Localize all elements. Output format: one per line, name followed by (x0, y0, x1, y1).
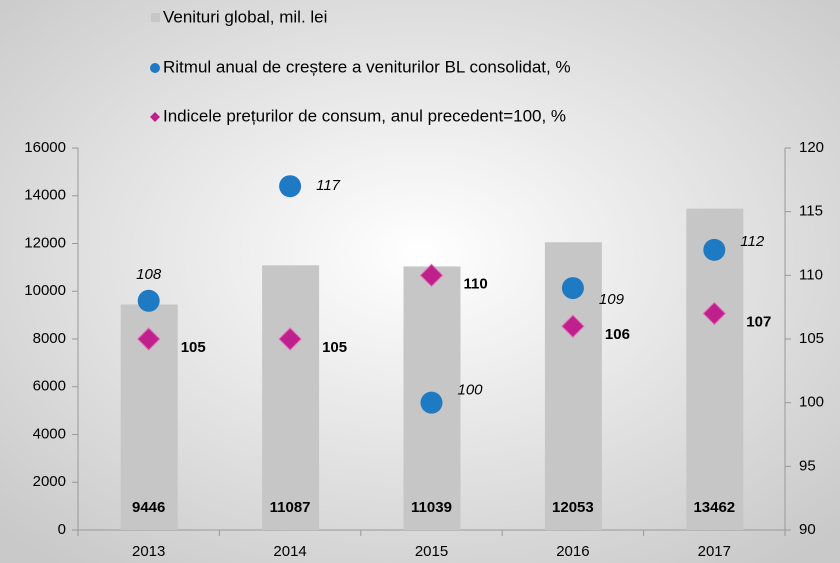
cpi-marker (702, 301, 727, 326)
y-tick-label: 2000 (33, 473, 66, 490)
legend-swatch (151, 13, 160, 22)
legend-swatch (150, 112, 160, 122)
cpi-marker (419, 263, 444, 288)
growth-marker (137, 289, 160, 312)
y2-tick-label: 120 (799, 139, 824, 156)
x-tick-label: 2016 (556, 543, 589, 560)
cpi-label: 105 (322, 339, 347, 356)
bar (686, 208, 744, 530)
cpi-label: 110 (464, 275, 488, 292)
legend-label: Ritmul anual de creștere a veniturilor B… (163, 57, 571, 76)
growth-label: 100 (458, 382, 484, 399)
y2-tick-label: 90 (799, 521, 816, 538)
growth-marker (420, 391, 443, 414)
legend-swatch (150, 63, 160, 73)
x-tick-label: 2017 (698, 543, 731, 560)
y2-tick-label: 95 (799, 457, 816, 474)
bar-value-label: 11087 (270, 499, 311, 516)
growth-label: 117 (316, 177, 341, 194)
y-tick-label: 14000 (24, 187, 66, 204)
x-tick-label: 2015 (415, 543, 448, 560)
y-tick-label: 16000 (24, 139, 66, 156)
cpi-label: 106 (605, 326, 630, 343)
legend-label: Venituri global, mil. lei (163, 7, 327, 26)
cpi-marker (278, 327, 302, 351)
cpi-label: 105 (181, 339, 206, 356)
y-tick-label: 8000 (33, 330, 66, 347)
y-tick-label: 12000 (24, 234, 66, 251)
x-tick-label: 2014 (273, 543, 306, 560)
growth-marker (279, 175, 302, 198)
y-tick-label: 6000 (33, 378, 66, 395)
growth-label: 108 (136, 266, 162, 283)
bar-value-label: 9446 (132, 499, 165, 516)
y2-tick-label: 115 (799, 203, 823, 220)
y2-tick-label: 110 (799, 266, 823, 283)
growth-label: 112 (740, 233, 765, 250)
growth-marker (703, 238, 726, 261)
cpi-label: 107 (746, 314, 771, 331)
legend-label: Indicele prețurilor de consum, anul prec… (163, 106, 566, 125)
cpi-marker (136, 327, 161, 351)
x-tick-label: 2013 (132, 543, 165, 560)
y2-tick-label: 105 (799, 330, 824, 347)
y-tick-label: 0 (58, 521, 66, 538)
growth-label: 109 (599, 291, 625, 308)
y2-tick-label: 100 (799, 394, 824, 411)
y-tick-label: 10000 (24, 282, 66, 299)
bar-value-label: 12053 (552, 499, 594, 516)
y-tick-label: 4000 (33, 425, 66, 442)
cpi-marker (561, 314, 585, 338)
growth-marker (561, 277, 584, 300)
bar-value-label: 11039 (411, 499, 452, 516)
bar-value-label: 13462 (693, 499, 735, 516)
bar (262, 265, 320, 530)
